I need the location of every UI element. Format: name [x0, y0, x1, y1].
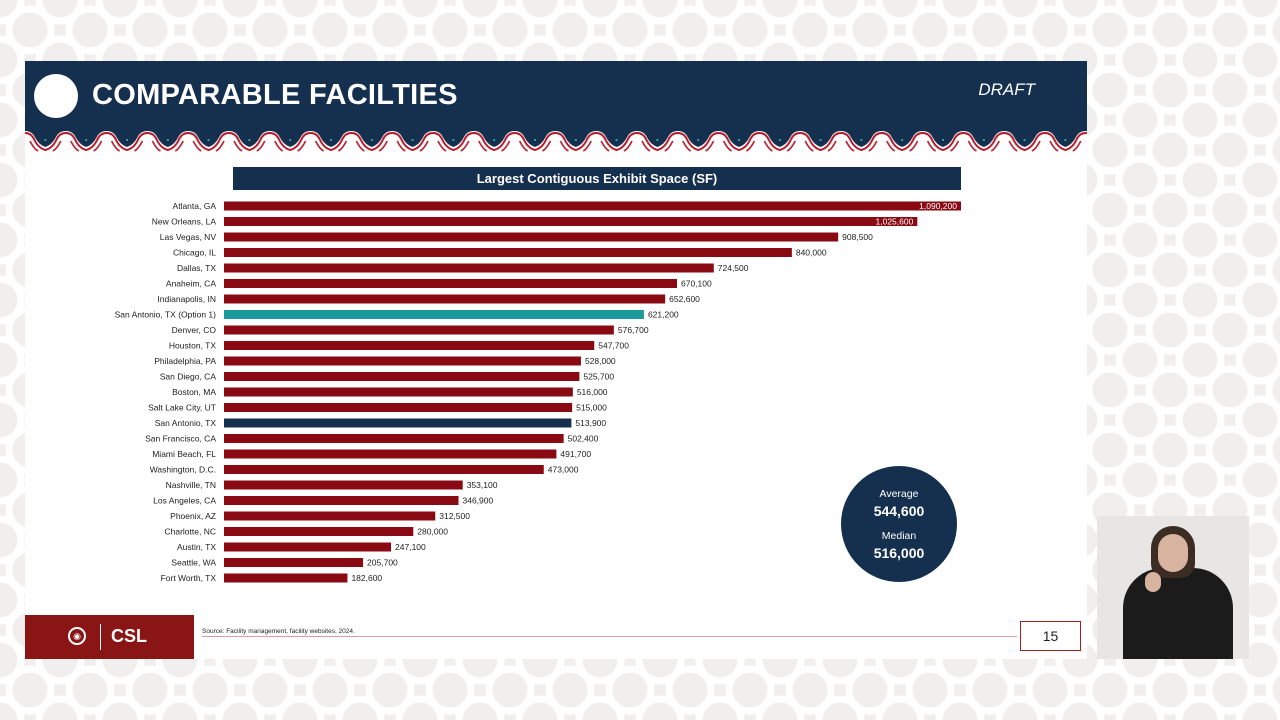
category-label: Seattle, WA [171, 558, 216, 568]
brand-logo-text: CSL [111, 626, 147, 646]
bar [224, 201, 961, 211]
data-label: 670,100 [681, 279, 712, 289]
bar [224, 542, 392, 552]
data-label: 528,000 [585, 356, 616, 366]
bar [224, 403, 573, 412]
category-label: Las Vegas, NV [160, 232, 217, 242]
bar [224, 232, 839, 242]
bar [224, 372, 580, 381]
category-label: Charlotte, NC [165, 527, 217, 537]
category-label: Miami Beach, FL [152, 449, 216, 459]
slide-title: COMPARABLE FACILTIES [92, 79, 458, 111]
draft-label: DRAFT [978, 80, 1035, 99]
bar [224, 449, 557, 459]
footer-brand-block: ◉ CSL [25, 615, 194, 659]
banner-scallop-border [25, 121, 1087, 155]
bar [224, 356, 581, 366]
median-label: Median [881, 530, 917, 542]
category-label: San Antonio, TX (Option 1) [115, 310, 217, 320]
category-label: San Antonio, TX [155, 418, 217, 428]
category-label: Boston, MA [172, 387, 216, 397]
interpreter-video-panel [1097, 516, 1249, 659]
bar [224, 310, 644, 319]
median-value: 516,000 [873, 545, 925, 561]
data-label: 840,000 [796, 248, 827, 258]
category-label: Austin, TX [177, 542, 216, 552]
average-label: Average [879, 488, 919, 500]
bar [224, 325, 614, 335]
title-circle-icon [34, 74, 78, 118]
category-label: Nashville, TN [166, 480, 216, 490]
bar [224, 496, 459, 505]
slide: COMPARABLE FACILTIES DRAFT Largest Conti… [25, 61, 1087, 659]
data-label: 1,090,200 [919, 201, 957, 211]
logo-divider [100, 624, 101, 650]
category-label: San Francisco, CA [145, 434, 216, 444]
category-label: Chicago, IL [173, 248, 216, 258]
data-label: 513,900 [575, 418, 606, 428]
bar [224, 434, 564, 443]
category-label: Indianapolis, IN [157, 294, 216, 304]
data-label: 353,100 [467, 480, 498, 490]
source-note: Source: Facility management, facility we… [202, 628, 355, 635]
bar [224, 558, 364, 567]
data-label: 621,200 [648, 310, 679, 320]
bar [224, 418, 572, 428]
data-label: 576,700 [618, 325, 649, 335]
bar [224, 387, 573, 397]
bar [224, 341, 595, 350]
bar [224, 294, 666, 304]
category-label: Atlanta, GA [173, 201, 217, 211]
category-label: New Orleans, LA [152, 217, 217, 227]
page-number: 15 [1020, 621, 1081, 651]
data-label: 346,900 [463, 496, 494, 506]
data-label: 547,700 [598, 341, 629, 351]
category-label: Denver, CO [172, 325, 217, 335]
interpreter-figure [1123, 568, 1233, 659]
category-label: San Diego, CA [160, 372, 217, 382]
chart-title: Largest Contiguous Exhibit Space (SF) [233, 167, 961, 190]
footer-rule [202, 636, 1017, 637]
data-label: 473,000 [548, 465, 579, 475]
data-label: 1,025,600 [876, 217, 914, 227]
title-banner: COMPARABLE FACILTIES DRAFT [25, 61, 1087, 125]
bar [224, 279, 678, 288]
average-value: 544,600 [873, 503, 925, 519]
interpreter-face [1158, 534, 1188, 572]
data-label: 525,700 [583, 372, 614, 382]
category-label: Fort Worth, TX [161, 573, 217, 583]
bar [224, 263, 714, 273]
bar [224, 511, 436, 521]
category-label: Phoenix, AZ [170, 511, 216, 521]
category-label: Salt Lake City, UT [148, 403, 216, 413]
bar [224, 248, 792, 257]
data-label: 205,700 [367, 558, 398, 568]
bar [224, 480, 463, 490]
bar-chart: Atlanta, GA 1,090,200 New Orleans, LA 1,025… [115, 201, 961, 583]
data-label: 491,700 [560, 449, 591, 459]
data-label: 516,000 [577, 387, 608, 397]
data-label: 312,500 [439, 511, 470, 521]
stats-summary-circle: Average 544,600 Median 516,000 [841, 466, 957, 582]
category-label: Philadelphia, PA [154, 356, 216, 366]
logo-shield-icon: ◉ [68, 627, 86, 645]
data-label: 724,500 [718, 263, 749, 273]
category-label: Houston, TX [169, 341, 216, 351]
bar [224, 573, 348, 583]
data-label: 280,000 [417, 527, 448, 537]
category-label: Anaheim, CA [166, 279, 216, 289]
category-label: Dallas, TX [177, 263, 216, 273]
bar [224, 465, 544, 474]
bar [224, 527, 414, 536]
data-label: 247,100 [395, 542, 426, 552]
data-label: 502,400 [568, 434, 599, 444]
data-label: 908,500 [842, 232, 873, 242]
data-label: 182,600 [351, 573, 382, 583]
data-label: 515,000 [576, 403, 607, 413]
data-label: 652,600 [669, 294, 700, 304]
category-label: Washington, D.C. [150, 465, 216, 475]
category-label: Los Angeles, CA [153, 496, 216, 506]
bar [224, 217, 918, 226]
interpreter-hand [1145, 572, 1161, 592]
